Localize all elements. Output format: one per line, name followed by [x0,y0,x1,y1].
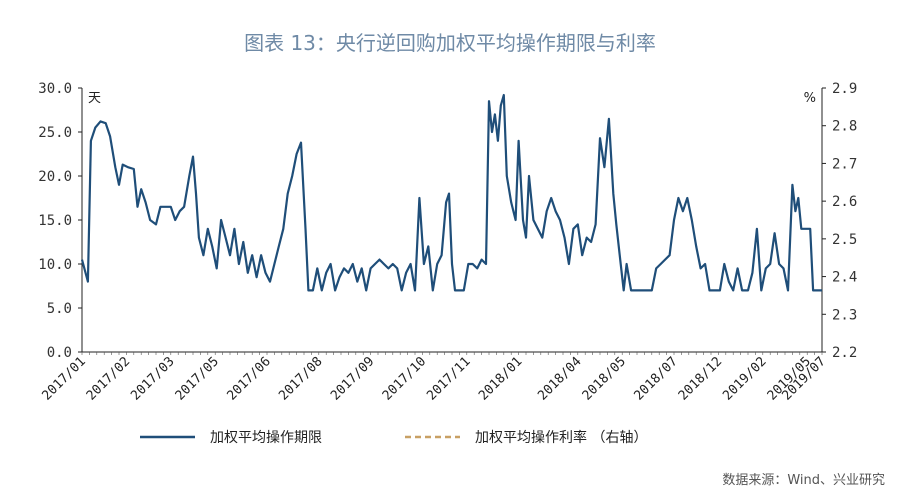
left-tick-label: 30.0 [38,81,72,97]
legend-label: 加权平均操作利率 （右轴） [475,429,647,446]
right-tick-label: 2.5 [832,232,857,248]
x-tick-label: 2018/05 [580,354,629,403]
x-tick-label: 2017/05 [173,354,222,403]
right-tick-label: 2.4 [832,270,857,286]
right-tick-label: 2.3 [832,307,857,323]
right-tick-label: 2.2 [832,345,857,361]
x-tick-label: 2018/07 [631,354,680,403]
left-tick-label: 0.0 [47,345,72,361]
series-layer [80,93,822,292]
right-tick-label: 2.6 [832,194,857,210]
x-tick-label: 2017/10 [380,354,429,403]
x-tick-label: 2017/01 [39,354,88,403]
tenor-series-line [80,93,822,292]
x-tick-label: 2017/08 [276,354,325,403]
left-axis-unit: 天 [88,91,101,106]
x-tick-label: 2018/12 [676,354,725,403]
chart-title: 图表 13：央行逆回购加权平均操作期限与利率 [244,31,656,55]
left-tick-label: 5.0 [47,301,72,317]
left-tick-label: 10.0 [38,257,72,273]
legend: 加权平均操作期限 加权平均操作利率 （右轴） [140,429,647,446]
axes: 0.0 5.0 10.0 15.0 20.0 25.0 30.0 2.2 2.3 2.4 2.5 2.… [38,81,857,404]
left-tick-label: 25.0 [38,125,72,141]
legend-label: 加权平均操作期限 [210,430,322,446]
right-tick-label: 2.9 [832,81,857,97]
left-tick-label: 15.0 [38,213,72,229]
right-axis-unit: % [804,91,816,106]
source-note: 数据来源：Wind、兴业研究 [722,473,885,488]
left-tick-label: 20.0 [38,169,72,185]
x-tick-label: 2019/02 [720,354,769,403]
x-tick-label: 2017/03 [128,354,177,403]
x-tick-label: 2018/04 [535,354,584,403]
x-tick-label: 2017/02 [84,354,133,403]
right-tick-label: 2.8 [832,119,857,135]
x-tick-label: 2017/11 [424,354,473,403]
right-tick-label: 2.7 [832,156,857,172]
x-tick-label: 2017/09 [328,354,377,403]
x-tick-label: 2017/06 [224,354,273,403]
x-tick-label: 2018/01 [476,354,525,403]
